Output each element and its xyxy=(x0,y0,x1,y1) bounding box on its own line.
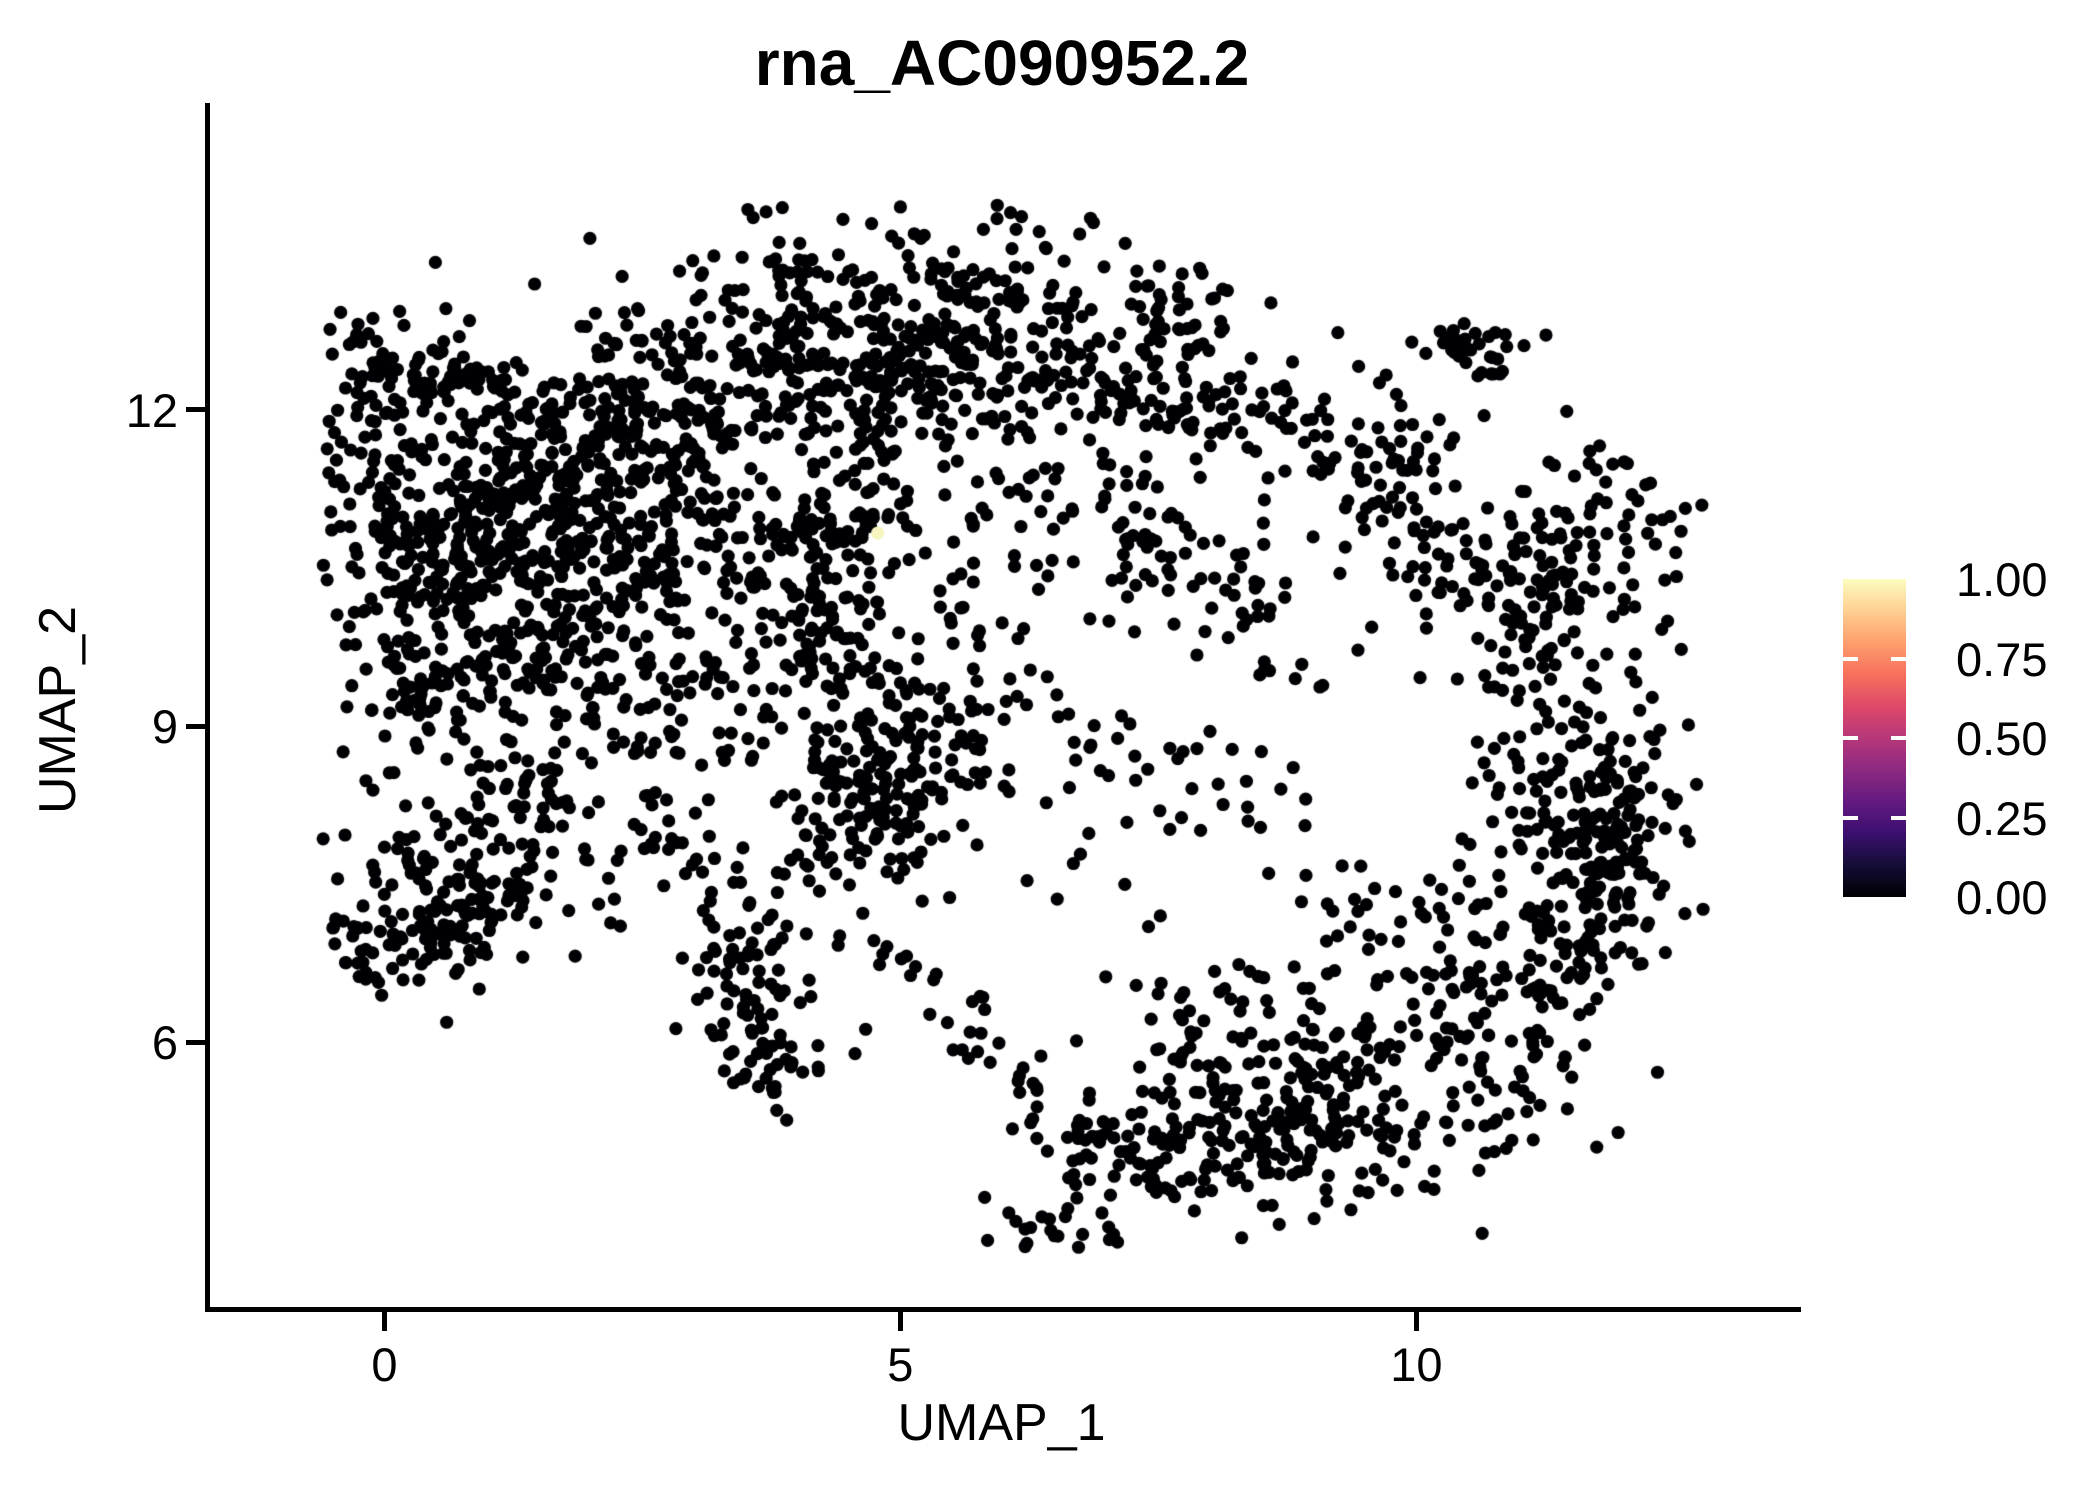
x-tick-label: 0 xyxy=(371,1338,398,1391)
y-tick-mark xyxy=(186,407,205,413)
x-tick-label: 5 xyxy=(887,1338,914,1391)
plot-title: rna_AC090952.2 xyxy=(754,27,1250,99)
colorbar-tick-mark xyxy=(1843,815,1858,820)
x-axis-line xyxy=(205,1307,1801,1312)
colorbar-tick-label: 0.75 xyxy=(1956,632,2048,686)
colorbar-tick-label: 0.25 xyxy=(1956,791,2048,845)
x-tick-label: 10 xyxy=(1390,1338,1443,1391)
y-axis-title: UMAP_2 xyxy=(29,605,87,815)
colorbar-tick-mark xyxy=(1891,656,1906,661)
x-axis-title: UMAP_1 xyxy=(897,1394,1106,1452)
y-tick-label: 9 xyxy=(151,700,178,754)
colorbar-tick-mark xyxy=(1843,736,1858,740)
colorbar-tick-mark xyxy=(1891,736,1906,740)
y-tick-label: 6 xyxy=(151,1016,178,1070)
colorbar-tick-mark xyxy=(1843,656,1858,661)
y-tick-mark xyxy=(186,723,205,729)
x-tick-mark xyxy=(897,1312,903,1331)
y-axis-line xyxy=(205,103,210,1312)
x-tick-mark xyxy=(1413,1312,1419,1331)
y-tick-mark xyxy=(186,1039,205,1045)
colorbar-tick-label: 0.00 xyxy=(1956,871,2048,924)
x-tick-mark xyxy=(381,1312,387,1331)
colorbar-tick-label: 0.50 xyxy=(1956,712,2048,765)
scatter-points-canvas xyxy=(210,105,1793,1307)
colorbar-tick-mark xyxy=(1891,815,1906,820)
colorbar-tick-label: 1.00 xyxy=(1956,553,2048,606)
y-tick-label: 12 xyxy=(125,383,178,437)
plot-panel xyxy=(210,105,1793,1307)
